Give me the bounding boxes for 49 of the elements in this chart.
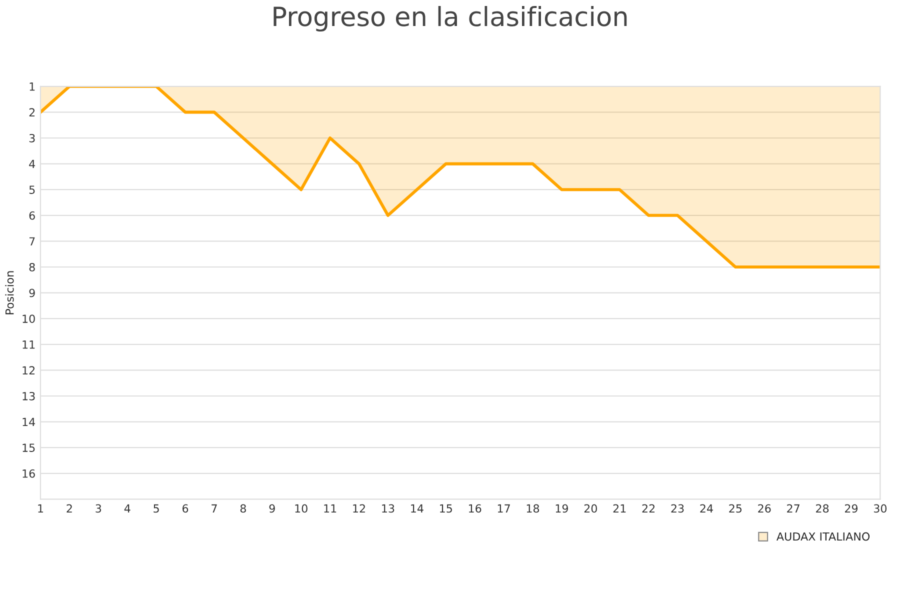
y-tick-label: 2 (29, 108, 35, 116)
x-tick-label: 3 (96, 504, 102, 513)
x-tick-label: 6 (182, 504, 188, 513)
y-axis-title: Posicion (5, 271, 14, 314)
y-tick-label: 16 (22, 469, 35, 478)
y-tick-label: 8 (29, 262, 35, 272)
y-tick-label: 5 (29, 186, 35, 194)
x-tick-label: 8 (240, 504, 246, 513)
y-tick-label: 7 (29, 237, 35, 246)
legend-label: AUDAX ITALIANO (776, 532, 870, 541)
x-tick-label: 29 (844, 504, 858, 513)
x-tick-label: 7 (212, 504, 217, 513)
x-tick-label: 13 (382, 504, 394, 513)
x-tick-label: 26 (758, 504, 771, 513)
y-tick-label: 14 (22, 418, 36, 426)
x-tick-label: 5 (154, 504, 159, 513)
y-tick-label: 13 (22, 392, 35, 400)
x-tick-label: 15 (440, 504, 452, 513)
x-tick-label: 4 (124, 504, 130, 513)
x-tick-label: 10 (295, 504, 308, 513)
y-tick-label: 12 (22, 366, 35, 374)
x-tick-label: 14 (411, 504, 424, 513)
y-tick-label: 4 (29, 160, 36, 168)
x-tick-label: 22 (642, 504, 655, 513)
y-tick-label: 6 (29, 211, 35, 220)
x-tick-label: 12 (353, 504, 365, 513)
x-tick-label: 19 (556, 504, 568, 513)
x-tick-label: 18 (526, 504, 540, 513)
y-tick-label: 1 (30, 82, 35, 91)
x-tick-label: 30 (874, 504, 887, 513)
y-tick-label: 10 (22, 314, 35, 323)
x-tick-label: 17 (498, 504, 510, 513)
x-tick-label: 16 (468, 504, 482, 513)
chart-title: Progreso en la clasificacion (274, 6, 627, 32)
y-tick-label: 9 (29, 288, 35, 298)
x-tick-label: 25 (729, 504, 742, 513)
x-tick-label: 2 (66, 504, 72, 513)
x-tick-label: 24 (700, 504, 713, 513)
x-tick-label: 20 (584, 504, 597, 513)
x-tick-label: 11 (324, 504, 336, 513)
y-tick-label: 11 (22, 340, 35, 349)
x-tick-label: 23 (671, 504, 684, 513)
x-tick-label: 9 (269, 504, 275, 513)
x-tick-label: 1 (38, 504, 44, 513)
x-tick-label: 21 (613, 504, 626, 513)
y-tick-label: 3 (29, 134, 35, 142)
x-tick-label: 27 (787, 504, 800, 513)
y-tick-label: 15 (22, 444, 35, 452)
x-tick-label: 28 (816, 504, 829, 513)
